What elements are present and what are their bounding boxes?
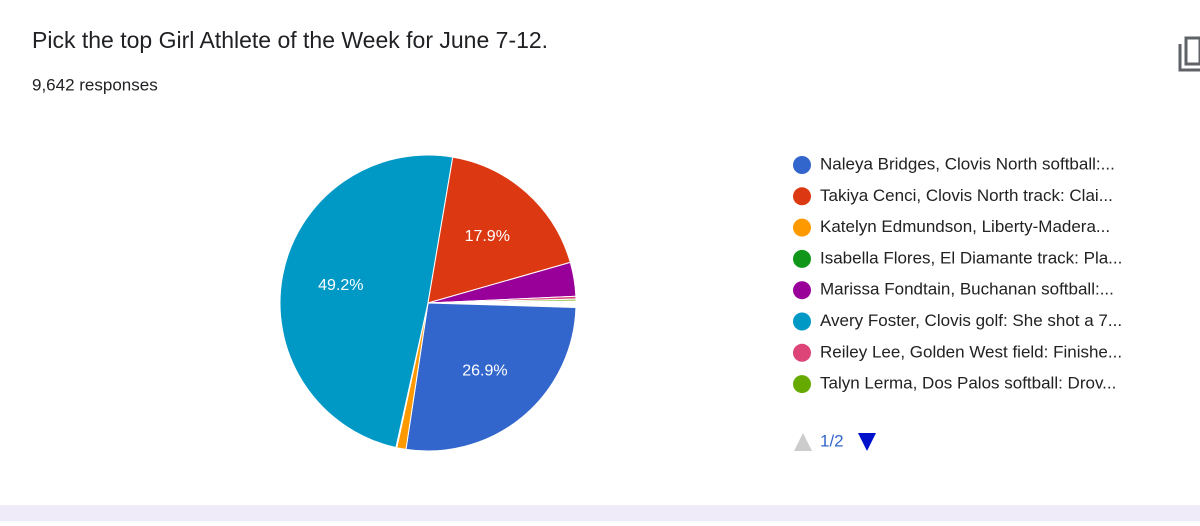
legend-label: Reiley Lee, Golden West field: Finishe..… bbox=[820, 342, 1122, 361]
legend-swatch bbox=[793, 343, 811, 362]
slice-label: 26.9% bbox=[462, 362, 507, 379]
legend-swatch bbox=[793, 312, 811, 331]
legend-swatch bbox=[793, 187, 811, 206]
pager-prev[interactable] bbox=[794, 433, 812, 451]
pie-slice bbox=[405, 302, 577, 452]
legend-swatch bbox=[793, 156, 811, 174]
legend-label: Talyn Lerma, Dos Palos softball: Drov... bbox=[820, 374, 1116, 393]
legend-label: Katelyn Edmundson, Liberty-Madera... bbox=[820, 217, 1110, 236]
slice-label: 49.2% bbox=[318, 277, 363, 294]
legend-label: Isabella Flores, El Diamante track: Pla.… bbox=[820, 248, 1122, 267]
legend-swatch bbox=[793, 375, 811, 394]
footer-band bbox=[0, 505, 1200, 521]
pie-slice bbox=[279, 154, 454, 449]
legend-label: Marissa Fondtain, Buchanan softball:... bbox=[820, 280, 1114, 299]
pager-next[interactable] bbox=[858, 433, 876, 451]
pie-slice bbox=[427, 156, 571, 304]
legend-swatch bbox=[793, 249, 811, 268]
legend-label: Takiya Cenci, Clovis North track: Clai..… bbox=[820, 186, 1113, 205]
legend-swatch bbox=[793, 281, 811, 300]
legend-swatch bbox=[793, 218, 811, 237]
copy-icon-front bbox=[1184, 36, 1200, 66]
copy-icon-back bbox=[1178, 44, 1200, 72]
pie-slice bbox=[427, 298, 577, 304]
response-count: 9,642 responses bbox=[32, 75, 158, 94]
slice-label: 17.9% bbox=[465, 228, 510, 245]
pager-label: 1/2 bbox=[820, 431, 844, 450]
legend-label: Naleya Bridges, Clovis North softball:..… bbox=[820, 154, 1115, 173]
copy-icon[interactable] bbox=[1178, 36, 1200, 72]
legend-label: Avery Foster, Clovis golf: She shot a 7.… bbox=[820, 311, 1122, 330]
question-title: Pick the top Girl Athlete of the Week fo… bbox=[32, 27, 548, 53]
